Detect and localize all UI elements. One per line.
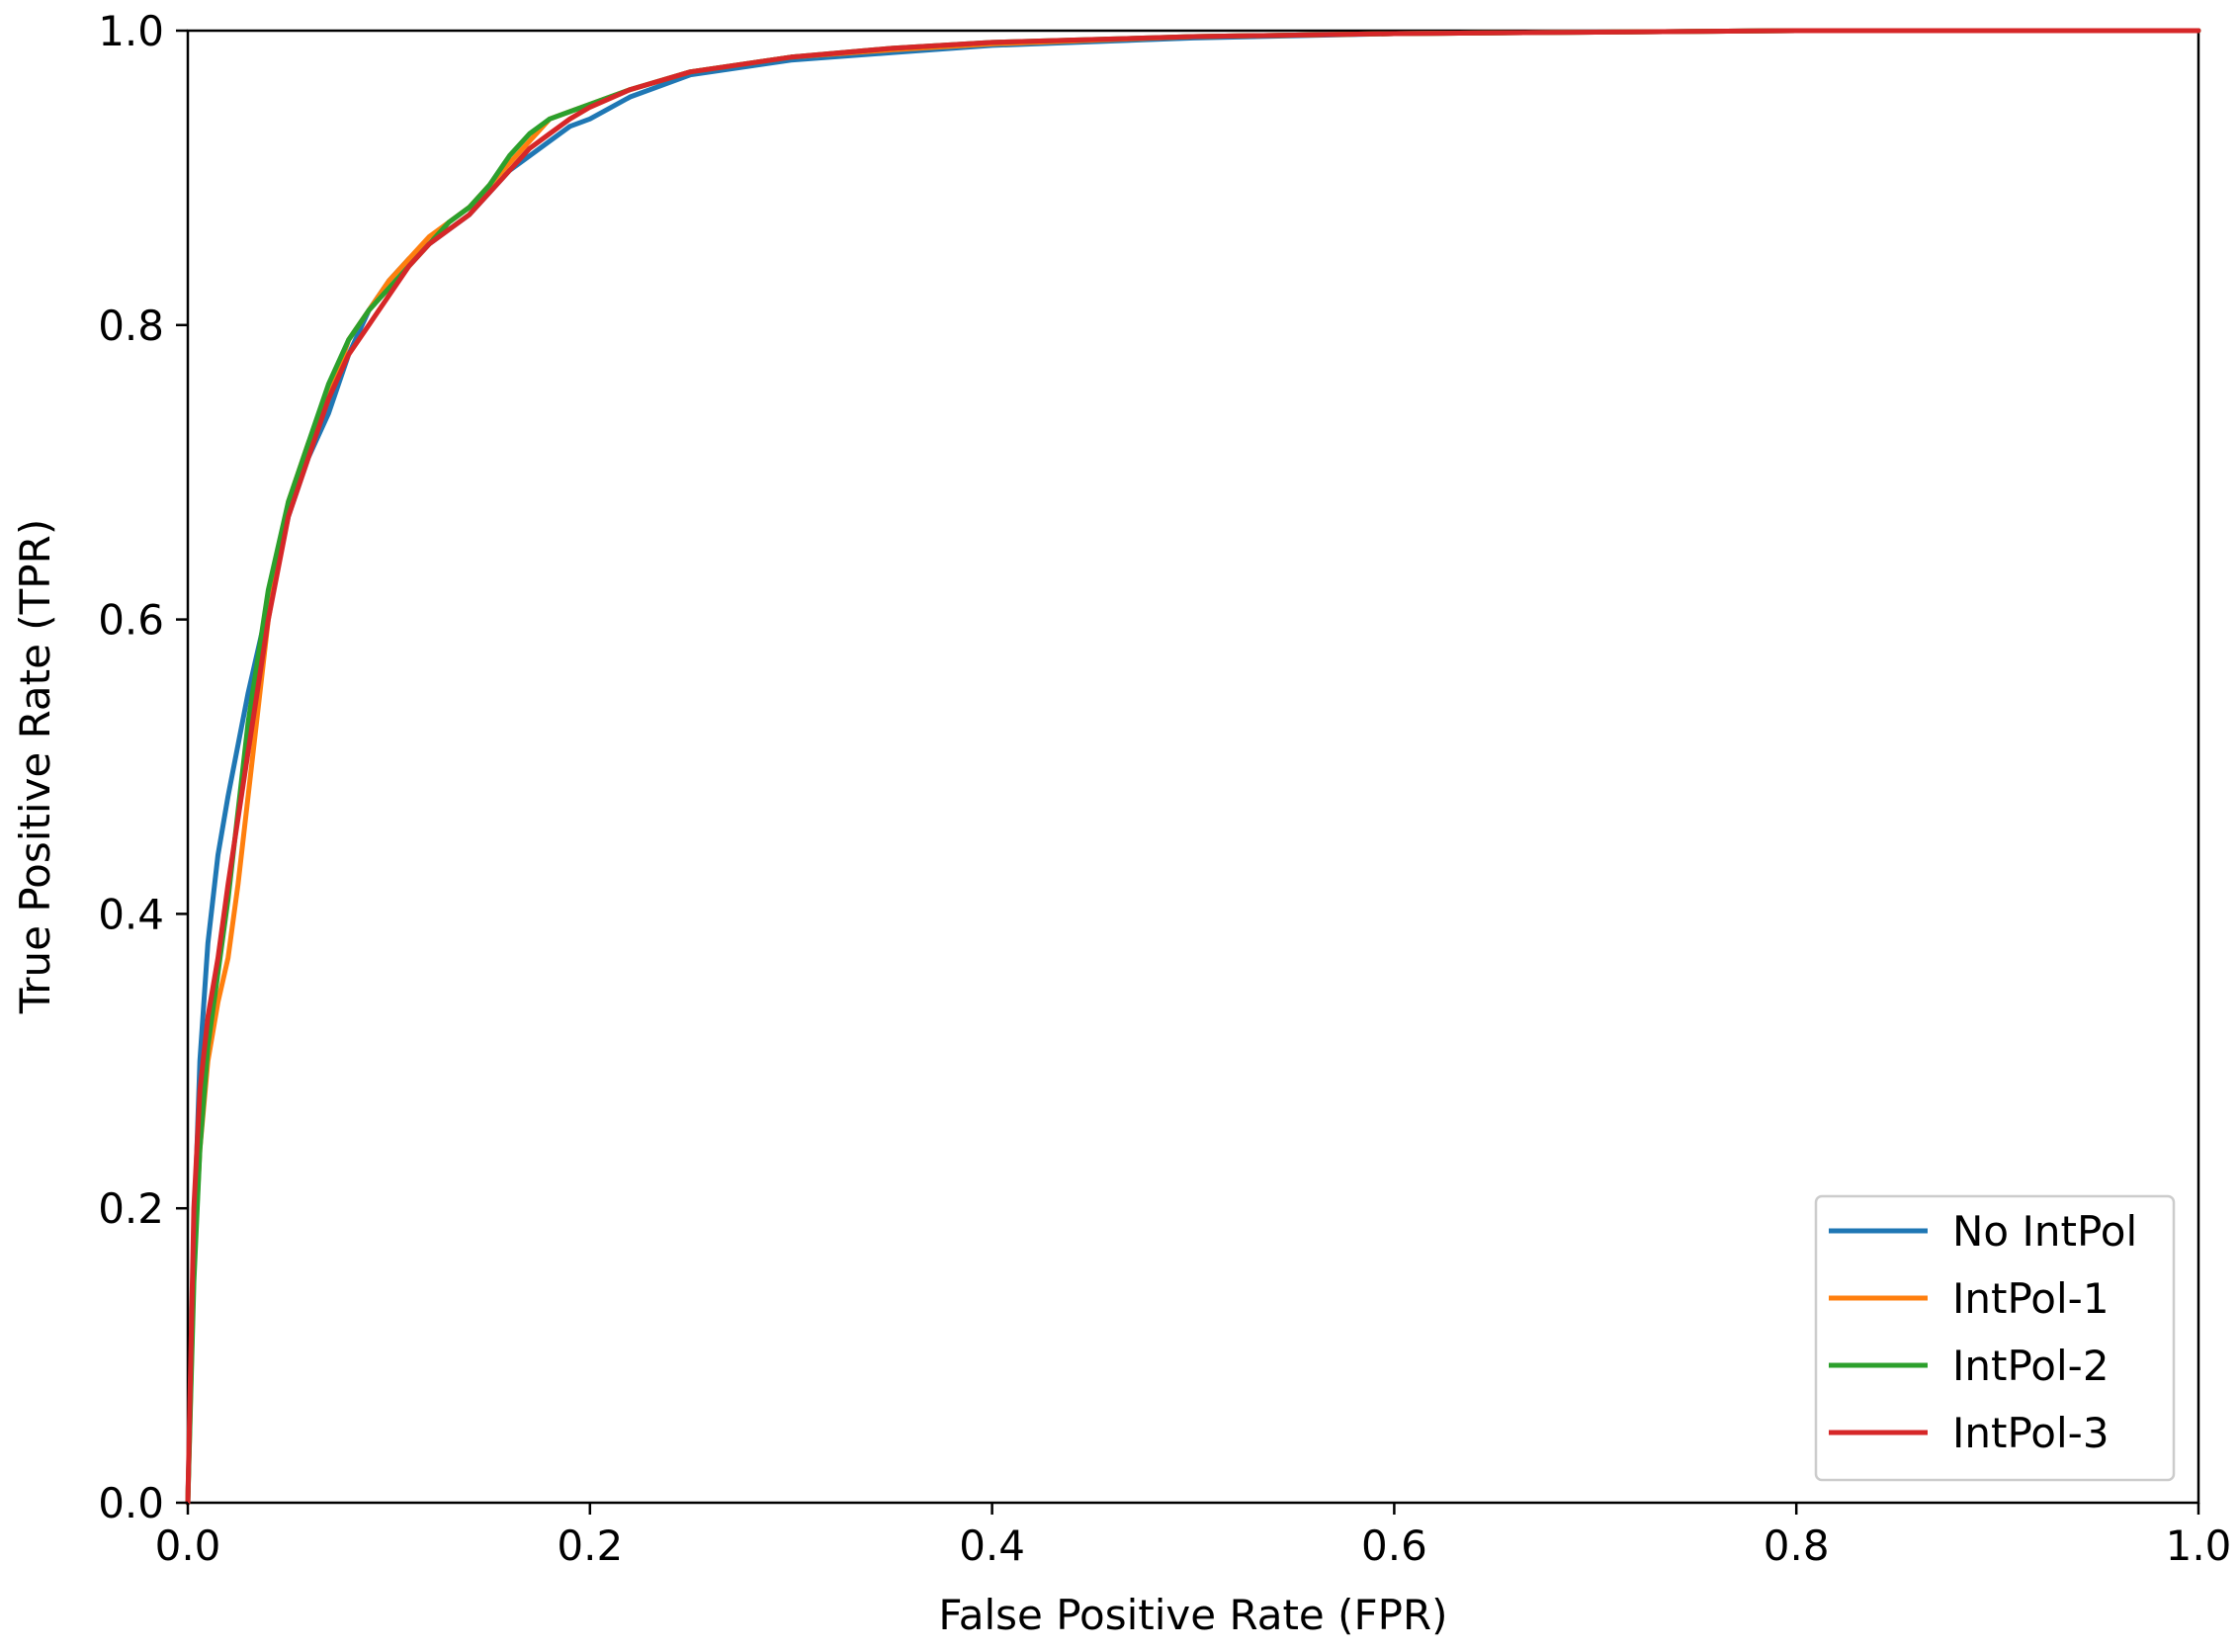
series-line-intpol-3	[185, 28, 2201, 1506]
x-tick-label: 0.0	[155, 1522, 221, 1570]
y-tick-label: 0.2	[98, 1184, 164, 1233]
x-tick-label: 0.8	[1764, 1522, 1830, 1570]
series-layer	[185, 28, 2201, 1506]
y-tick-label: 1.0	[98, 7, 164, 55]
x-axis-ticks: 0.0 0.2 0.4 0.6 0.8 1.0	[155, 1503, 2232, 1570]
y-tick-label: 0.0	[98, 1479, 164, 1527]
legend-label-intpol-2: IntPol-2	[1952, 1342, 2110, 1390]
y-tick-label: 0.4	[98, 890, 164, 938]
legend: No IntPol IntPol-1 IntPol-2 IntPol-3	[1814, 1194, 2176, 1482]
y-axis-label: True Positive Rate (TPR)	[11, 519, 59, 1014]
legend-label-intpol-1: IntPol-1	[1952, 1274, 2110, 1323]
y-tick-label: 0.6	[98, 596, 164, 645]
legend-box	[1814, 1194, 2176, 1482]
x-tick-label: 0.6	[1361, 1522, 1427, 1570]
legend-label-no-intpol: No IntPol	[1952, 1207, 2137, 1256]
x-tick-label: 0.2	[557, 1522, 623, 1570]
legend-items: No IntPol IntPol-1 IntPol-2 IntPol-3	[1829, 1207, 2137, 1457]
legend-label-intpol-3: IntPol-3	[1952, 1409, 2110, 1457]
x-axis-label: False Positive Rate (FPR)	[938, 1591, 1447, 1639]
y-axis-ticks: 0.0 0.2 0.4 0.6 0.8 1.0	[98, 7, 188, 1527]
plot-area	[185, 28, 2201, 1506]
x-tick-label: 0.4	[959, 1522, 1025, 1570]
x-tick-label: 1.0	[2166, 1522, 2232, 1570]
y-tick-label: 0.8	[98, 302, 164, 350]
